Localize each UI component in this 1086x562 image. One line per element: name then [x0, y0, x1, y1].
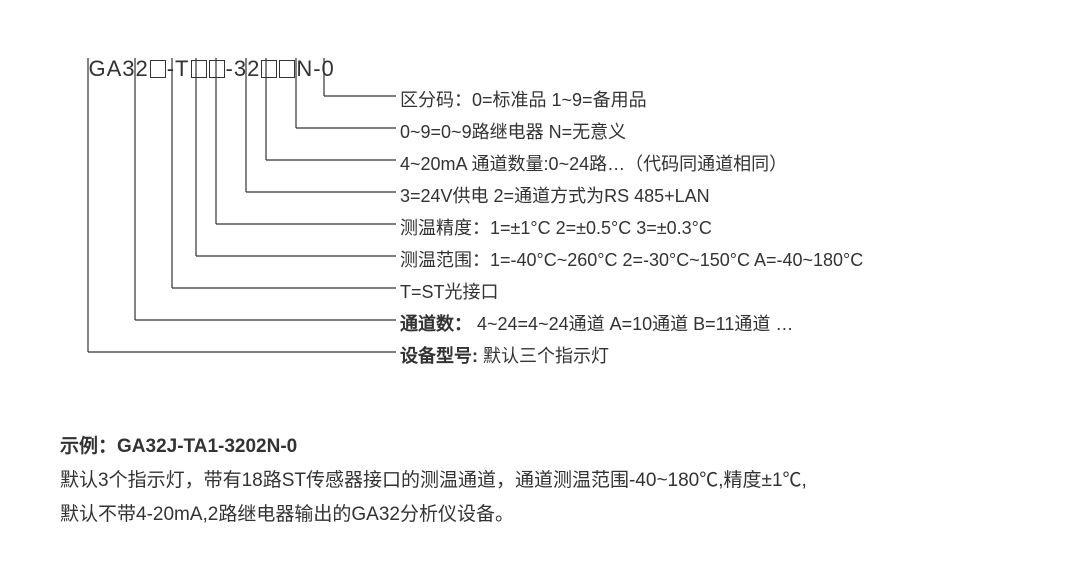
desc-text: 测温精度：1=±1°C 2=±0.5°C 3=±0.3°C — [400, 218, 712, 238]
desc-text: 3=24V供电 2=通道方式为RS 485+LAN — [400, 186, 710, 206]
desc-text: T=ST光接口 — [400, 282, 499, 302]
desc-text: 4~20mA 通道数量:0~24路…（代码同通道相同） — [400, 154, 787, 174]
model-code-diagram: GA32-T-32N-0 区分码：0=标准品 1~9=备用品 0~9=0~9路继… — [60, 30, 1026, 410]
desc-text: 测温范围：1=-40°C~260°C 2=-30°C~150°C A=-40~1… — [400, 250, 863, 270]
desc-text: 4~24=4~24通道 A=10通道 B=11通道 … — [472, 314, 793, 334]
code-sep: - — [313, 56, 321, 81]
description-list: 区分码：0=标准品 1~9=备用品 0~9=0~9路继电器 N=无意义 4~20… — [400, 84, 863, 372]
placeholder-box — [261, 60, 277, 78]
placeholder-box — [279, 60, 295, 78]
desc-row-6: T=ST光接口 — [400, 276, 863, 308]
desc-row-0: 区分码：0=标准品 1~9=备用品 — [400, 84, 863, 116]
example-title-prefix: 示例： — [60, 436, 117, 457]
desc-bold: 设备型号: — [400, 346, 478, 366]
desc-row-4: 测温精度：1=±1°C 2=±0.5°C 3=±0.3°C — [400, 212, 863, 244]
example-line-1: 默认3个指示灯，带有18路ST传感器接口的测温通道，通道测温范围-40~180℃… — [60, 464, 1026, 498]
desc-row-2: 4~20mA 通道数量:0~24路…（代码同通道相同） — [400, 148, 863, 180]
model-code-template: GA32-T-32N-0 — [60, 30, 335, 108]
desc-text: 0~9=0~9路继电器 N=无意义 — [400, 122, 626, 142]
desc-row-1: 0~9=0~9路继电器 N=无意义 — [400, 116, 863, 148]
placeholder-box — [150, 60, 166, 78]
desc-row-8: 设备型号: 默认三个指示灯 — [400, 340, 863, 372]
example-block: 示例：GA32J-TA1-3202N-0 默认3个指示灯，带有18路ST传感器接… — [60, 430, 1026, 532]
code-mid: 32 — [234, 56, 260, 81]
code-n: N — [296, 56, 313, 81]
desc-bold: 通道数： — [400, 314, 472, 334]
example-title-code: GA32J-TA1-3202N-0 — [117, 436, 297, 457]
desc-row-7: 通道数： 4~24=4~24通道 A=10通道 B=11通道 … — [400, 308, 863, 340]
desc-text: 区分码：0=标准品 1~9=备用品 — [400, 90, 647, 110]
placeholder-box — [191, 60, 207, 78]
placeholder-box — [209, 60, 225, 78]
code-last: 0 — [322, 56, 335, 81]
desc-row-5: 测温范围：1=-40°C~260°C 2=-30°C~150°C A=-40~1… — [400, 244, 863, 276]
desc-text: 默认三个指示灯 — [478, 346, 609, 366]
example-line-2: 默认不带4-20mA,2路继电器输出的GA32分析仪设备。 — [60, 498, 1026, 532]
example-title-line: 示例：GA32J-TA1-3202N-0 — [60, 430, 1026, 464]
code-prefix: GA32 — [88, 56, 148, 81]
desc-row-3: 3=24V供电 2=通道方式为RS 485+LAN — [400, 180, 863, 212]
code-sep: - — [226, 56, 234, 81]
code-sep: - — [167, 56, 175, 81]
code-t: T — [175, 56, 189, 81]
